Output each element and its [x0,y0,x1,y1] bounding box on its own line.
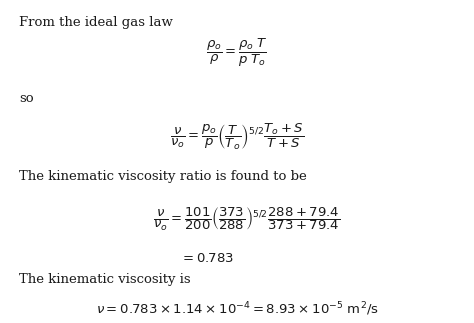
Text: $\dfrac{\rho_o}{\rho} = \dfrac{\rho_o \; T}{p \; T_o}$: $\dfrac{\rho_o}{\rho} = \dfrac{\rho_o \;… [206,37,268,69]
Text: so: so [19,92,34,105]
Text: The kinematic viscosity ratio is found to be: The kinematic viscosity ratio is found t… [19,170,307,182]
Text: $\dfrac{\nu}{\nu_o} = \dfrac{p_o}{p} \left(\dfrac{T}{T_o}\right)^{5/2} \dfrac{T_: $\dfrac{\nu}{\nu_o} = \dfrac{p_o}{p} \le… [170,122,304,152]
Text: $= 0.783$: $= 0.783$ [180,252,234,265]
Text: $\dfrac{\nu}{\nu_o} = \dfrac{101}{200} \left(\dfrac{373}{288}\right)^{5/2} \dfra: $\dfrac{\nu}{\nu_o} = \dfrac{101}{200} \… [153,206,340,233]
Text: $\nu = 0.783 \times 1.14 \times 10^{-4} = 8.93 \times 10^{-5} \ \mathrm{m^2/s}$: $\nu = 0.783 \times 1.14 \times 10^{-4} … [96,301,378,318]
Text: The kinematic viscosity is: The kinematic viscosity is [19,273,191,286]
Text: From the ideal gas law: From the ideal gas law [19,16,173,29]
